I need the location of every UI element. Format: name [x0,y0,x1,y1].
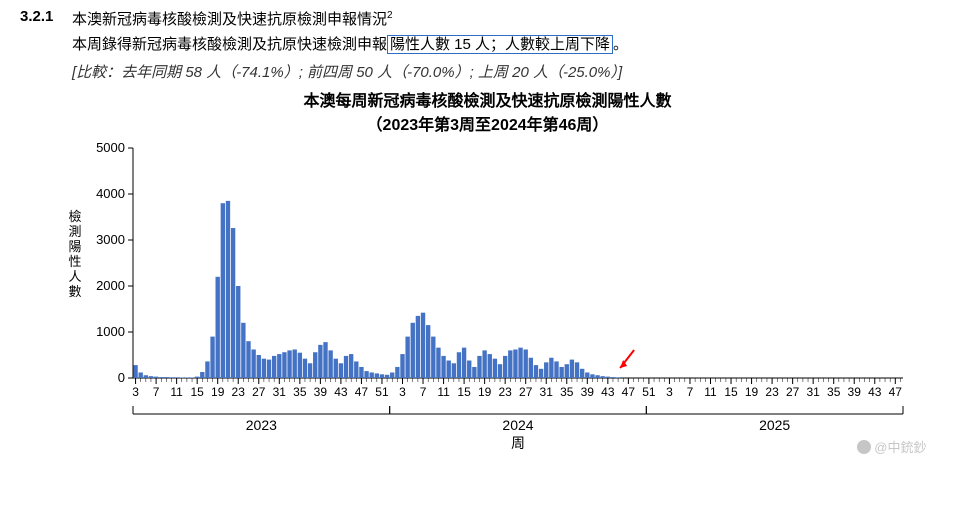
svg-text:51: 51 [642,385,656,399]
svg-text:15: 15 [190,385,204,399]
svg-text:11: 11 [437,385,450,399]
svg-text:23: 23 [498,385,512,399]
svg-text:47: 47 [354,385,368,399]
svg-text:15: 15 [724,385,738,399]
svg-text:27: 27 [519,385,533,399]
svg-text:35: 35 [293,385,307,399]
section-title: 本澳新冠病毒核酸檢測及快速抗原檢測申報情況2 [72,8,393,29]
svg-text:51: 51 [375,385,389,399]
svg-text:3: 3 [132,385,139,399]
svg-text:2024: 2024 [502,417,533,433]
chart-title-line1: 本澳每周新冠病毒核酸檢測及快速抗原檢測陽性人數 [43,90,933,114]
chart-title: 本澳每周新冠病毒核酸檢測及快速抗原檢測陽性人數 （2023年第3周至2024年第… [43,90,933,138]
footnote-marker: 2 [387,10,393,21]
svg-text:測: 測 [68,224,81,239]
svg-text:27: 27 [785,385,799,399]
svg-text:31: 31 [539,385,553,399]
watermark-text: @中銃鈔 [874,437,926,456]
svg-text:11: 11 [704,385,717,399]
svg-text:19: 19 [477,385,491,399]
svg-text:2025: 2025 [759,417,790,433]
svg-text:7: 7 [419,385,426,399]
svg-text:5000: 5000 [96,140,125,155]
svg-text:39: 39 [313,385,327,399]
svg-text:39: 39 [847,385,861,399]
svg-text:2023: 2023 [245,417,276,433]
svg-text:3: 3 [666,385,673,399]
watermark: @中銃鈔 [857,437,926,456]
chart-title-line2: （2023年第3周至2024年第46周） [43,114,933,138]
svg-text:35: 35 [560,385,574,399]
bar-chart: 010002000300040005000檢測陽性人數3711151923273… [43,138,913,458]
svg-text:43: 43 [868,385,882,399]
svg-text:2000: 2000 [96,278,125,293]
svg-text:43: 43 [334,385,348,399]
svg-text:檢: 檢 [68,209,81,224]
svg-text:27: 27 [252,385,266,399]
svg-text:31: 31 [806,385,820,399]
summary-line: 本周錄得新冠病毒核酸檢測及抗原快速檢測申報陽性人數 15 人；人數較上周下降。 [72,33,955,57]
svg-text:23: 23 [231,385,245,399]
svg-text:23: 23 [765,385,779,399]
summary-prefix: 本周錄得新冠病毒核酸檢測及抗原快速檢測申報 [72,36,387,53]
svg-text:3000: 3000 [96,232,125,247]
weibo-icon [857,440,871,454]
comparison-line: [比較：去年同期 58 人（-74.1%）; 前四周 50 人（-70.0%）;… [72,61,955,82]
svg-text:4000: 4000 [96,186,125,201]
svg-text:31: 31 [272,385,286,399]
svg-text:7: 7 [686,385,693,399]
svg-text:47: 47 [621,385,635,399]
svg-text:15: 15 [457,385,471,399]
svg-text:39: 39 [580,385,594,399]
svg-text:11: 11 [170,385,183,399]
svg-text:周: 周 [511,435,525,451]
svg-text:1000: 1000 [96,324,125,339]
svg-text:47: 47 [888,385,902,399]
svg-text:0: 0 [117,370,124,385]
section-number: 3.2.1 [20,8,64,29]
svg-text:陽: 陽 [68,239,81,254]
svg-text:43: 43 [601,385,615,399]
svg-text:35: 35 [827,385,841,399]
chart-container: 本澳每周新冠病毒核酸檢測及快速抗原檢測陽性人數 （2023年第3周至2024年第… [43,90,933,462]
svg-text:人: 人 [68,269,81,284]
summary-highlight: 陽性人數 15 人；人數較上周下降 [387,35,613,54]
svg-text:19: 19 [744,385,758,399]
svg-text:3: 3 [399,385,406,399]
svg-text:數: 數 [68,284,81,299]
svg-text:性: 性 [68,254,81,269]
summary-suffix: 。 [613,36,628,53]
svg-text:7: 7 [152,385,159,399]
svg-text:19: 19 [211,385,225,399]
section-title-text: 本澳新冠病毒核酸檢測及快速抗原檢測申報情況 [72,11,387,28]
